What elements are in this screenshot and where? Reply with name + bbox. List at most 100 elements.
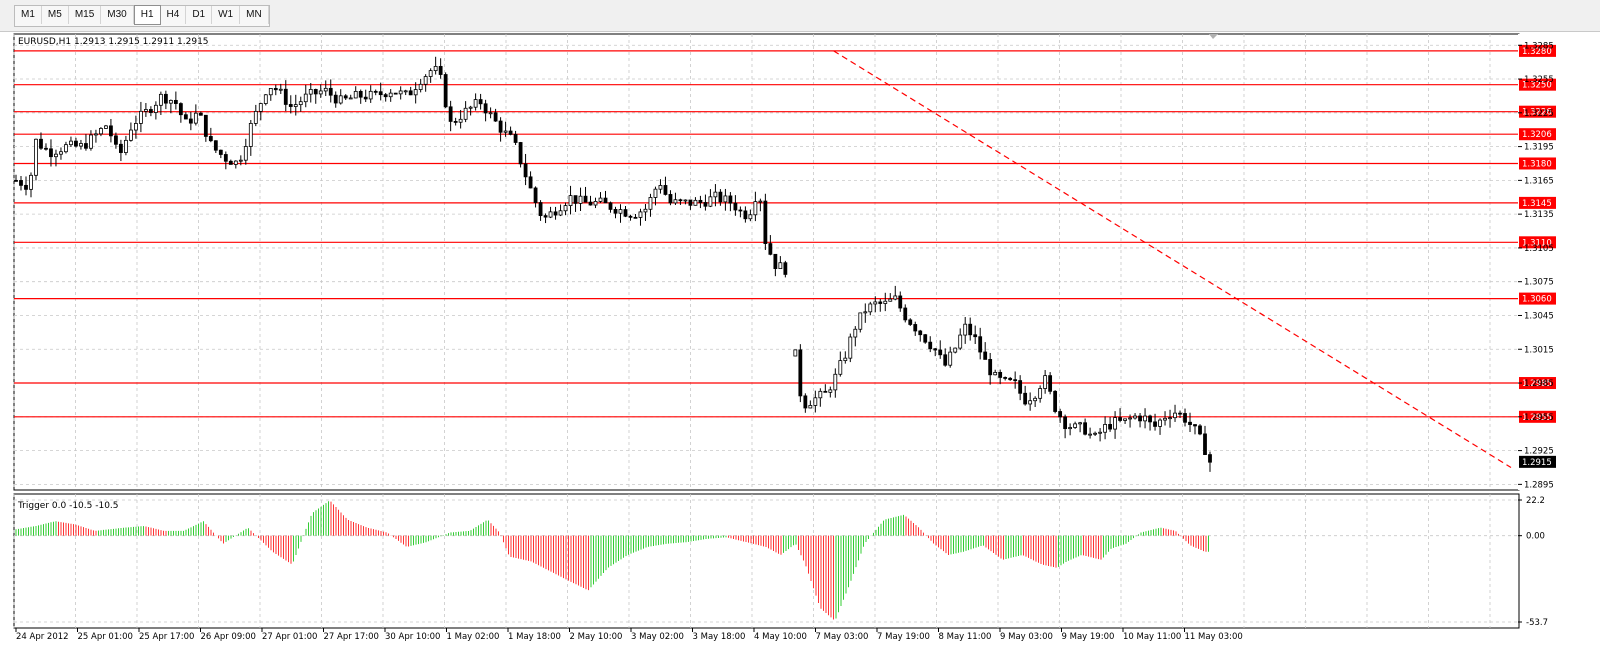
candle-body (878, 301, 883, 304)
chart-shift-marker-icon[interactable] (1209, 34, 1218, 39)
candle-body (908, 319, 913, 325)
timeframe-button-mn[interactable]: MN (240, 6, 269, 24)
candle-body (458, 118, 463, 123)
time-tick-label: 7 May 03:00 (816, 632, 869, 642)
candle-body (438, 65, 443, 75)
level-price-badge (1519, 410, 1556, 423)
candle-body (109, 125, 113, 137)
time-tick-label: 3 May 18:00 (693, 632, 746, 642)
candle-body (983, 351, 988, 360)
candle-body (293, 104, 298, 107)
timeframe-button-w1[interactable]: W1 (212, 6, 241, 24)
price-axis-ticks: 1.32851.32551.32251.31951.31651.31351.31… (1518, 41, 1554, 490)
candle-body (94, 133, 98, 136)
time-tick-label: 30 Apr 10:00 (385, 632, 440, 642)
candle-body (453, 121, 458, 123)
level-price-label: 1.3280 (1522, 47, 1552, 57)
timeframe-button-m5[interactable]: M5 (42, 6, 69, 24)
candle-body (638, 211, 643, 218)
candle-body (168, 99, 173, 104)
candle-body (273, 88, 278, 91)
chart-header-label: EURUSD,H1 1.2913 1.2915 1.2911 1.2915 (18, 37, 209, 47)
level-price-label: 1.3226 (1522, 108, 1552, 118)
candle-body (713, 191, 718, 198)
timeframe-button-m15[interactable]: M15 (69, 6, 102, 24)
candle-body (513, 133, 518, 143)
candle-body (833, 373, 838, 391)
time-tick-label: 8 May 11:00 (939, 632, 992, 642)
candle-body (138, 110, 143, 124)
candle-body (958, 334, 963, 349)
candle-body (1173, 412, 1177, 419)
candle-body (568, 195, 573, 206)
candle-body (373, 90, 378, 93)
candle-body (943, 354, 948, 366)
timeframe-button-d1[interactable]: D1 (186, 6, 213, 24)
candle-body (1058, 411, 1063, 418)
candle-body (208, 136, 213, 142)
chart-canvas[interactable]: 1.32801.32501.32261.32061.31801.31451.31… (13, 33, 1600, 659)
candle-body (628, 215, 633, 218)
level-price-badge (1519, 236, 1556, 249)
candle-body (973, 334, 978, 338)
candle-body (158, 93, 163, 106)
candle-body (1013, 379, 1018, 382)
candle-body (523, 163, 528, 178)
candle-body (658, 185, 663, 190)
candle-body (933, 348, 938, 351)
trendline-line[interactable] (833, 50, 1512, 468)
candle-body (1003, 377, 1008, 379)
timeframe-button-h4[interactable]: H4 (161, 6, 187, 24)
candle-body (328, 87, 333, 96)
candle-body (643, 208, 648, 213)
candle-body (553, 211, 558, 216)
trigger-histogram (15, 501, 1209, 620)
timeframe-button-h1[interactable]: H1 (133, 5, 161, 25)
candle-body (213, 140, 218, 151)
timeframe-button-m30[interactable]: M30 (101, 6, 134, 24)
candle-body (853, 328, 858, 338)
candle-body (1198, 425, 1202, 435)
level-price-badge (1519, 377, 1556, 390)
level-price-badge (1519, 157, 1556, 170)
candle-body (1113, 417, 1117, 430)
candle-body (623, 209, 628, 217)
candle-body (808, 405, 813, 409)
candle-body (318, 90, 323, 95)
candle-body (243, 146, 248, 161)
candle-body (353, 90, 358, 99)
candle-body (1093, 432, 1097, 435)
candle-body (84, 143, 88, 149)
trendline[interactable] (833, 50, 1512, 468)
candle-body (708, 196, 713, 207)
price-tick-label: 1.3015 (1524, 345, 1554, 355)
price-tick-label: 1.3255 (1524, 75, 1554, 85)
candle-body (863, 311, 868, 314)
candle-body (1203, 433, 1207, 455)
candle-body (49, 148, 53, 158)
candle-body (74, 140, 78, 147)
level-price-label: 1.3180 (1522, 159, 1552, 169)
candle-body (1133, 415, 1137, 419)
price-tick-label: 1.3225 (1524, 109, 1554, 119)
candle-body (583, 195, 588, 203)
candle-body (578, 195, 583, 204)
candle-body (1148, 415, 1152, 423)
candle-body (233, 160, 238, 165)
candle-body (778, 262, 783, 269)
candle-body (848, 336, 853, 359)
candle-body (783, 262, 788, 275)
candle-body (59, 151, 63, 155)
timeframe-button-group: M1 M5 M15 M30 H1 H4 D1 W1 MN (14, 5, 270, 27)
candle-body (114, 135, 118, 145)
candle-body (508, 130, 513, 135)
timeframe-button-m1[interactable]: M1 (15, 6, 42, 24)
candle-body (838, 360, 843, 375)
candle-body (678, 199, 683, 202)
candle-body (39, 138, 43, 149)
candle-body (283, 88, 288, 105)
candle-body (203, 114, 208, 137)
time-tick-label: 2 May 10:00 (570, 632, 623, 642)
chart-window[interactable]: 1.3280 1.3250 1.3226 1.3206 1.3180 1.3145 1.31… (13, 33, 1600, 659)
candle-body (14, 179, 18, 182)
